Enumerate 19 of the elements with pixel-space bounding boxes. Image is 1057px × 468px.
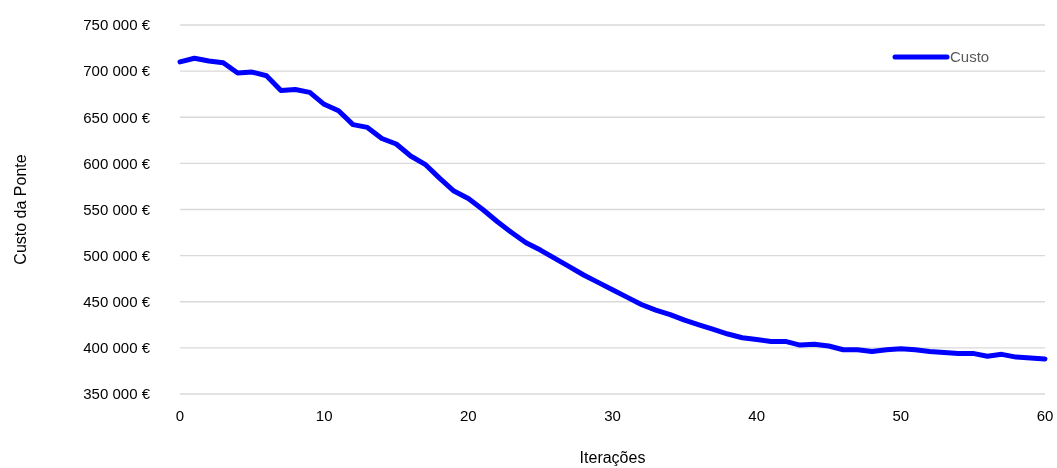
y-tick-label: 650 000 € [83, 108, 151, 126]
x-axis-title: Iterações [579, 449, 646, 466]
y-tick-label: 600 000 € [83, 154, 151, 172]
y-tick-label: 450 000 € [83, 293, 151, 310]
y-tick-label: 350 000 € [83, 385, 151, 403]
x-tick-label: 0 [175, 407, 185, 424]
y-tick-label: 400 000 € [83, 339, 151, 357]
legend-label: Custo [950, 48, 990, 66]
x-tick-label: 10 [315, 407, 333, 424]
x-tick-label: 30 [604, 407, 621, 424]
y-tick-label: 700 000 € [83, 62, 151, 80]
y-tick-label: 500 000 € [83, 246, 151, 264]
x-tick-label: 40 [748, 407, 766, 424]
x-tick-label: 20 [459, 407, 477, 424]
x-tick-label: 50 [892, 407, 910, 424]
y-tick-label: 750 000 € [83, 16, 151, 34]
y-axis-title: Custo da Ponte [12, 154, 29, 265]
x-tick-label: 60 [1036, 407, 1054, 424]
y-tick-label: 550 000 € [83, 200, 151, 218]
